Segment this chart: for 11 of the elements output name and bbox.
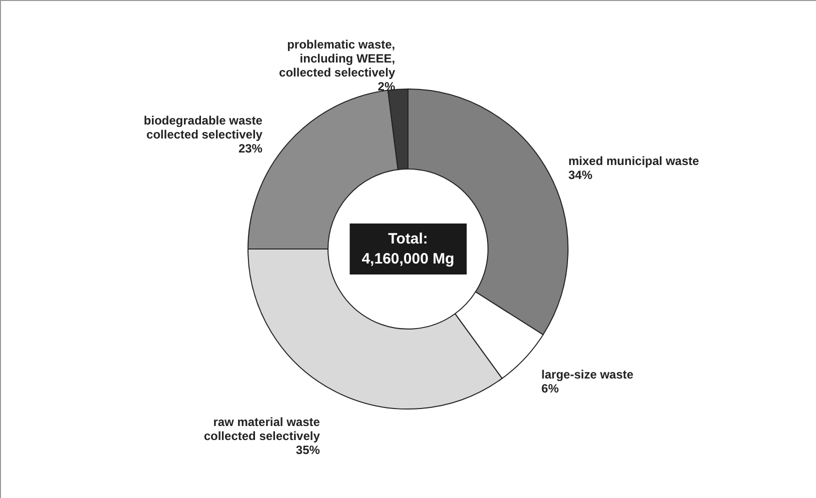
- slice-label: biodegradable waste collected selectively: [144, 114, 263, 142]
- data-label: 34%: [568, 168, 593, 182]
- slice-label: problematic waste, including WEEE, collected selectively: [279, 37, 396, 80]
- slice-label: mixed municipal waste: [568, 154, 700, 168]
- text: Total: 4,160,000 Mg: [350, 224, 466, 274]
- data-label: 35%: [296, 442, 320, 457]
- slice-label: large-size waste: [541, 367, 634, 382]
- data-label: 23%: [238, 142, 263, 156]
- data-label: 6%: [541, 381, 560, 396]
- slice-label: raw material waste collected selectively: [204, 414, 320, 443]
- data-label: 2%: [378, 79, 396, 94]
